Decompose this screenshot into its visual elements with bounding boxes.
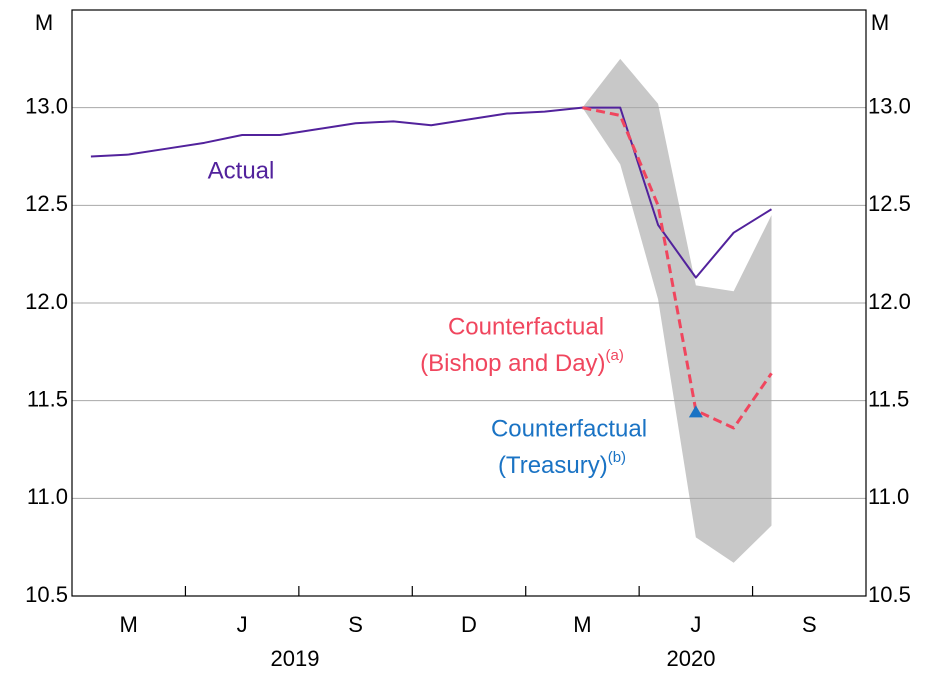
series-label: Counterfactual	[491, 415, 647, 442]
x-tick-label: S	[802, 612, 817, 637]
plot-frame	[71, 9, 867, 597]
x-tick-label: M	[573, 612, 591, 637]
y-unit-right: M	[871, 10, 889, 35]
series-label: Actual	[208, 157, 275, 184]
y-tick-label: 12.5	[25, 191, 68, 216]
series-label: Counterfactual	[448, 313, 604, 340]
text-layer: M M 2019 2020 Actual Counterfactual (Bis…	[25, 10, 911, 671]
y-unit-left: M	[35, 10, 53, 35]
y-tick-label: 11.5	[27, 386, 68, 411]
y2-tick-label: 10.5	[868, 582, 911, 607]
series-label-line: (Bishop and Day)	[420, 350, 605, 377]
y2-tick-label: 12.0	[868, 289, 911, 314]
y-tick-label: 11.0	[27, 484, 68, 509]
x-tick-label: J	[237, 612, 248, 637]
line-layer	[90, 106, 773, 430]
series-label: (Bishop and Day)(a)	[420, 347, 624, 377]
marker	[688, 405, 703, 418]
year-label: 2019	[271, 646, 320, 671]
series-line	[90, 106, 773, 279]
y-tick-label: 12.0	[25, 289, 68, 314]
series-label: (Treasury)(b)	[498, 449, 626, 479]
y2-tick-label: 11.5	[868, 386, 909, 411]
series-line	[582, 106, 773, 430]
series-note: (a)	[606, 347, 624, 364]
x-tick-label: J	[690, 612, 701, 637]
series-note: (b)	[608, 449, 626, 466]
year-label: 2020	[667, 646, 716, 671]
y-tick-label: 10.5	[25, 582, 68, 607]
y2-tick-label: 12.5	[868, 191, 911, 216]
x-tick-label: D	[461, 612, 477, 637]
y2-tick-label: 13.0	[868, 93, 911, 118]
y2-tick-label: 11.0	[868, 484, 909, 509]
x-tick-label: M	[120, 612, 138, 637]
y-tick-label: 13.0	[25, 93, 68, 118]
x-tick-label: S	[348, 612, 363, 637]
series-label-line: (Treasury)	[498, 452, 608, 479]
